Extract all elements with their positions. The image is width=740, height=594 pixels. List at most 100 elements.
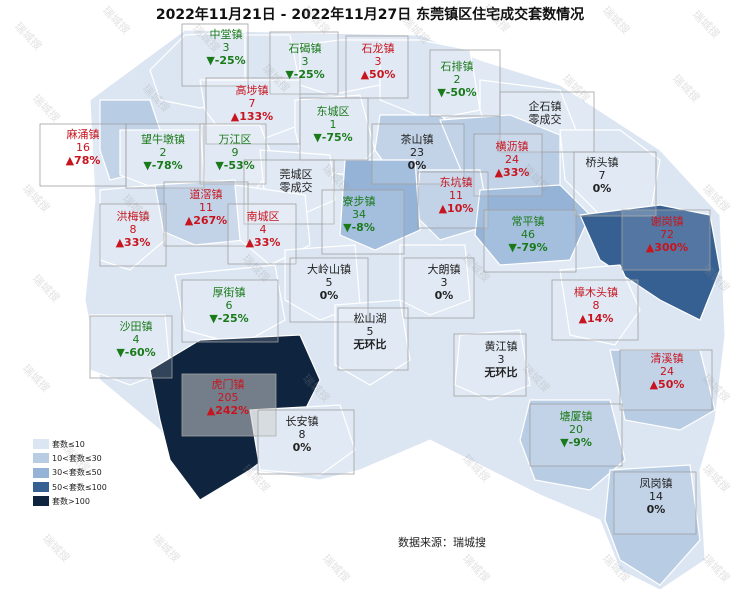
town-count: 5 <box>325 276 333 289</box>
town-name: 洪梅镇 <box>116 210 150 223</box>
town-change: ▼-75% <box>313 131 353 144</box>
town-count: 6 <box>225 299 233 312</box>
town-change: ▼-9% <box>560 436 592 449</box>
town-name: 樟木头镇 <box>574 286 618 299</box>
town-count: 46 <box>521 228 535 241</box>
town-count: 205 <box>217 391 239 404</box>
map-legend: 套数≤10 10<套数≤30 30<套数≤50 50<套数≤100 套数>100 <box>32 437 107 508</box>
town-region <box>519 399 626 491</box>
town-count: 16 <box>76 141 90 154</box>
town-name: 桥头镇 <box>585 156 619 169</box>
town-change: ▲242% <box>206 404 250 417</box>
town-label-box <box>473 133 543 197</box>
town-label-box <box>321 189 405 255</box>
town-count: 23 <box>410 146 424 159</box>
town-count: 34 <box>352 208 366 221</box>
town-name: 莞城区 <box>279 168 313 181</box>
town-label: 大岭山镇 5 0% <box>289 263 369 302</box>
town-change: ▲50% <box>649 378 685 391</box>
town-label-box <box>499 91 595 153</box>
town-change: ▼-78% <box>143 159 183 172</box>
legend-item: 套数>100 <box>32 494 107 508</box>
town-count: 3 <box>440 276 448 289</box>
legend-label: 套数>100 <box>52 496 90 506</box>
town-label: 企石镇 零成交 <box>505 100 585 126</box>
map-title: 2022年11月21日 - 2022年11月27日 东莞镇区住宅成交套数情况 <box>155 7 585 23</box>
legend-item: 套数≤10 <box>32 437 107 451</box>
town-label-box <box>125 123 205 189</box>
town-name: 大岭山镇 <box>307 263 351 276</box>
town-name: 东城区 <box>316 105 350 118</box>
town-label: 横沥镇 24 ▲33% <box>472 140 552 179</box>
town-label-box <box>181 373 277 437</box>
town-name: 麻涌镇 <box>66 128 100 141</box>
town-name: 沙田镇 <box>119 320 153 333</box>
town-label-box <box>99 203 167 267</box>
town-label-box <box>269 31 339 95</box>
town-label-box <box>181 23 249 87</box>
town-label-box <box>417 171 489 229</box>
town-label: 常平镇 46 ▼-79% <box>488 215 568 254</box>
town-name: 南城区 <box>246 210 280 223</box>
town-count: 3 <box>497 353 505 366</box>
town-name: 谢岗镇 <box>650 215 684 228</box>
town-name: 大朗镇 <box>427 263 461 276</box>
town-change: ▲78% <box>65 154 101 167</box>
town-count: 72 <box>660 228 674 241</box>
legend-label: 50<套数≤100 <box>52 482 107 492</box>
town-change: ▼-53% <box>215 159 255 172</box>
town-label: 茶山镇 23 0% <box>377 133 457 172</box>
town-count: 3 <box>374 55 382 68</box>
town-name: 横沥镇 <box>495 140 529 153</box>
town-region <box>174 264 286 346</box>
town-label: 望牛墩镇 2 ▼-78% <box>123 133 203 172</box>
town-label: 沙田镇 4 ▼-60% <box>96 320 176 359</box>
town-label: 洪梅镇 8 ▲33% <box>93 210 173 249</box>
town-change: ▼-25% <box>206 54 246 67</box>
town-label: 谢岗镇 72 ▲300% <box>627 215 707 254</box>
town-label: 道滘镇 11 ▲267% <box>166 188 246 227</box>
town-change: ▼-60% <box>116 346 156 359</box>
legend-swatch <box>32 438 50 451</box>
town-region <box>339 159 421 251</box>
town-name: 企石镇 <box>528 100 562 113</box>
town-count: 3 <box>301 55 309 68</box>
town-label-box <box>613 471 697 535</box>
town-count: 零成交 <box>279 181 313 194</box>
town-label: 大朗镇 3 0% <box>404 263 484 302</box>
town-label: 南城区 4 ▲33% <box>223 210 303 249</box>
legend-swatch <box>32 495 50 508</box>
town-region <box>399 244 471 316</box>
town-label-box <box>227 203 297 265</box>
town-label: 黄江镇 3 无环比 <box>461 340 541 379</box>
town-count: 零成交 <box>528 113 562 126</box>
town-count: 8 <box>592 299 600 312</box>
town-name: 石碣镇 <box>288 42 322 55</box>
town-label-box <box>483 209 577 273</box>
town-change: 无环比 <box>484 366 518 379</box>
town-name: 道滘镇 <box>189 188 223 201</box>
town-name: 万江区 <box>218 133 252 146</box>
town-label-box <box>337 307 409 371</box>
town-name: 黄江镇 <box>484 340 518 353</box>
town-count: 9 <box>231 146 239 159</box>
town-label: 厚街镇 6 ▼-25% <box>189 286 269 325</box>
town-label: 东坑镇 11 ▲10% <box>416 176 496 215</box>
town-change: 0% <box>319 289 339 302</box>
town-name: 厚街镇 <box>212 286 246 299</box>
town-name: 望牛墩镇 <box>141 133 185 146</box>
town-label: 长安镇 8 0% <box>262 415 342 454</box>
town-label: 塘厦镇 20 ▼-9% <box>536 410 616 449</box>
town-label-box <box>205 77 301 145</box>
town-label-box <box>289 257 369 323</box>
town-label: 石龙镇 3 ▲50% <box>338 42 418 81</box>
town-name: 清溪镇 <box>650 352 684 365</box>
town-label-box <box>199 123 267 185</box>
town-change: 0% <box>407 159 427 172</box>
legend-item: 10<套数≤30 <box>32 451 107 465</box>
town-change: ▲14% <box>578 312 614 325</box>
town-change: ▲50% <box>360 68 396 81</box>
town-label: 石碣镇 3 ▼-25% <box>265 42 345 81</box>
town-label-box <box>453 333 527 397</box>
town-name: 茶山镇 <box>400 133 434 146</box>
